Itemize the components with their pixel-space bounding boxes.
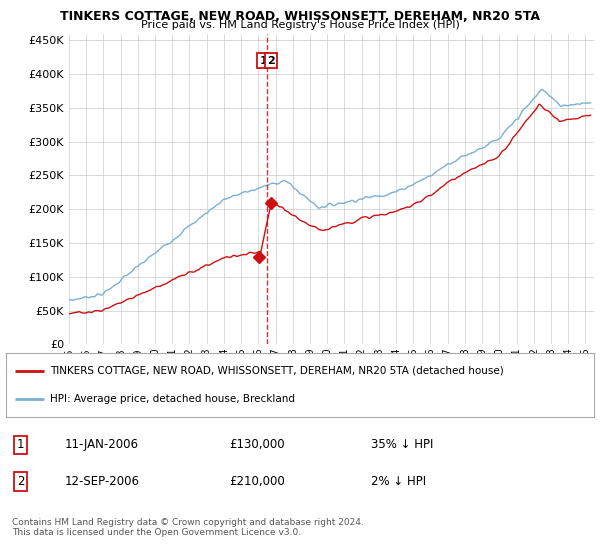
Text: TINKERS COTTAGE, NEW ROAD, WHISSONSETT, DEREHAM, NR20 5TA: TINKERS COTTAGE, NEW ROAD, WHISSONSETT, … <box>60 10 540 23</box>
Text: 35% ↓ HPI: 35% ↓ HPI <box>371 438 433 451</box>
Text: 12-SEP-2006: 12-SEP-2006 <box>65 475 140 488</box>
Text: £210,000: £210,000 <box>229 475 285 488</box>
Text: 2: 2 <box>17 475 25 488</box>
Text: 2: 2 <box>267 55 275 66</box>
Text: 11-JAN-2006: 11-JAN-2006 <box>65 438 139 451</box>
Text: 1: 1 <box>17 438 25 451</box>
Text: 2% ↓ HPI: 2% ↓ HPI <box>371 475 425 488</box>
Text: HPI: Average price, detached house, Breckland: HPI: Average price, detached house, Brec… <box>50 394 295 404</box>
Text: £130,000: £130,000 <box>229 438 285 451</box>
Text: Price paid vs. HM Land Registry's House Price Index (HPI): Price paid vs. HM Land Registry's House … <box>140 20 460 30</box>
Text: TINKERS COTTAGE, NEW ROAD, WHISSONSETT, DEREHAM, NR20 5TA (detached house): TINKERS COTTAGE, NEW ROAD, WHISSONSETT, … <box>50 366 504 376</box>
Text: 1: 1 <box>259 55 267 66</box>
Text: Contains HM Land Registry data © Crown copyright and database right 2024.
This d: Contains HM Land Registry data © Crown c… <box>12 518 364 538</box>
